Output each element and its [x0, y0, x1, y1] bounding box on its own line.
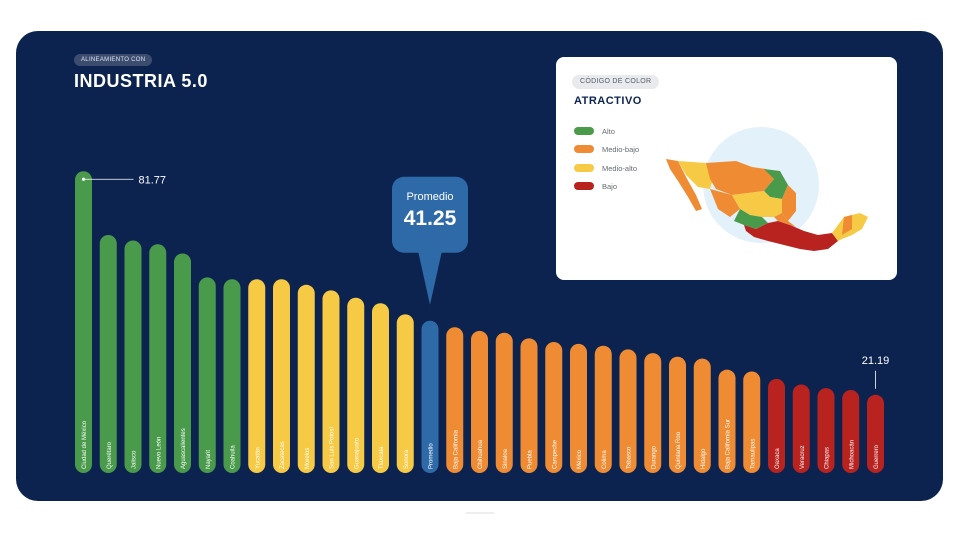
- bar-label: Guanajuato: [354, 437, 360, 469]
- chart-bar: [75, 171, 92, 473]
- chart-bar: [545, 342, 563, 473]
- bar-label: Ciudad de México: [82, 420, 88, 469]
- bar-label: Tamaulipas: [750, 439, 756, 469]
- legend-item-medio-bajo: Medio-bajo: [574, 144, 639, 154]
- bar-label: Colima: [602, 450, 608, 469]
- chart-bar: [174, 253, 191, 473]
- legend-item-alto: Alto: [574, 126, 615, 136]
- chart-bar: [396, 314, 414, 473]
- chart-bar: [792, 384, 810, 473]
- chart-bar: [347, 297, 365, 473]
- bar-label: San Luis Potosí: [330, 427, 336, 469]
- chart-bar: [372, 303, 389, 473]
- mexico-map: [656, 117, 876, 272]
- bar-label: Chiapas: [825, 447, 831, 469]
- chart-bar: [149, 244, 167, 473]
- chart-bar: [198, 277, 216, 473]
- bar-label: Tabasco: [627, 446, 633, 469]
- legend-pill: CÓDIGO DE COLOR: [572, 75, 660, 89]
- chart-bar: [718, 369, 736, 473]
- chart-bar: [768, 378, 785, 473]
- subtitle-pill: ALINEAMIENTO CON: [74, 54, 153, 66]
- legend-label: Medio-bajo: [602, 144, 640, 154]
- callout-pointer: [418, 250, 442, 305]
- callout-box: [392, 176, 468, 253]
- chart-bar: [867, 394, 884, 473]
- legend-card: CÓDIGO DE COLOR ATRACTIVO Alto Medio-baj…: [556, 57, 897, 280]
- chart-bar: [124, 240, 142, 473]
- bar-chart: Ciudad de México Querétaro Jalisco Nuevo Le…: [75, 171, 890, 473]
- bar-label: Chihuahua: [478, 439, 484, 469]
- bar-label: Coahuila: [231, 445, 237, 469]
- bar-label: Nuevo León: [156, 437, 162, 469]
- chart-bar: [594, 345, 612, 473]
- bar-label: Campeche: [552, 439, 558, 469]
- bar-label: Durango: [651, 445, 657, 469]
- footer-divider: [466, 512, 494, 514]
- chart-bar: [570, 343, 587, 473]
- chart-bar: [322, 290, 340, 473]
- bar-label: Baja California Sur: [726, 419, 732, 469]
- page-title: INDUSTRIA 5.0: [74, 71, 208, 91]
- bar-label: Yucatán: [255, 447, 261, 469]
- bar-label: Baja California: [453, 429, 459, 469]
- legend-swatch: [574, 182, 594, 190]
- legend-label: Bajo: [602, 181, 618, 191]
- bar-label: Michoacán: [849, 440, 855, 469]
- chart-bar: [446, 327, 464, 473]
- bar-label: Oaxaca: [775, 448, 781, 469]
- legend-item-medio-alto: Medio-alto: [574, 163, 637, 173]
- bar-label: Guerrero: [874, 444, 880, 469]
- chart-bar: [223, 279, 241, 473]
- legend-item-bajo: Bajo: [574, 181, 617, 191]
- bar-label: Jalisco: [132, 450, 138, 469]
- chart-panel: Ciudad de México Querétaro Jalisco Nuevo Le…: [16, 31, 943, 501]
- legend-label: Alto: [602, 126, 615, 136]
- bar-label: Tlaxcala: [379, 446, 385, 469]
- chart-bar: [495, 332, 513, 473]
- bar-label: Morelos: [305, 448, 311, 469]
- legend-swatch: [574, 145, 594, 153]
- bar-label: Hidalgo: [701, 448, 707, 469]
- bar-label: Puebla: [528, 450, 534, 469]
- bar-label: Sinaloa: [503, 448, 509, 469]
- max-value-label: 81.77: [139, 174, 167, 186]
- chart-bar: [421, 320, 439, 473]
- min-value-label: 21.19: [862, 355, 890, 367]
- chart-bar: [693, 358, 711, 473]
- chart-bar: [297, 284, 315, 473]
- chart-bar: [471, 330, 488, 473]
- bar-label: Querétaro: [107, 441, 113, 469]
- chart-bar: [520, 338, 538, 473]
- promedio-callout: Promedio 41.25: [392, 176, 468, 305]
- legend-swatch: [574, 127, 594, 135]
- callout-value: 41.25: [404, 207, 457, 230]
- chart-bar: [248, 279, 266, 473]
- legend-label: Medio-alto: [602, 163, 638, 173]
- chart-bar: [743, 371, 761, 473]
- callout-label: Promedio: [406, 191, 453, 203]
- chart-bar: [669, 356, 686, 473]
- chart-bar: [273, 279, 290, 473]
- legend-swatch: [574, 164, 594, 172]
- bar-label: Aguascalientes: [181, 428, 187, 469]
- bar-label: Nayarit: [206, 450, 212, 469]
- bar-label: Zacatecas: [280, 441, 286, 469]
- legend-title: ATRACTIVO: [574, 95, 642, 107]
- chart-bar: [842, 389, 860, 473]
- chart-bar: [644, 353, 662, 473]
- bar-label: Quintana Roo: [676, 431, 682, 469]
- chart-bar: [817, 388, 835, 473]
- bar-label: México: [577, 449, 583, 469]
- chart-bar: [619, 349, 637, 473]
- chart-bar: [99, 234, 117, 473]
- bar-label: Promedio: [429, 443, 435, 469]
- bar-label: Sonora: [404, 449, 410, 469]
- bar-label: Veracruz: [800, 445, 806, 469]
